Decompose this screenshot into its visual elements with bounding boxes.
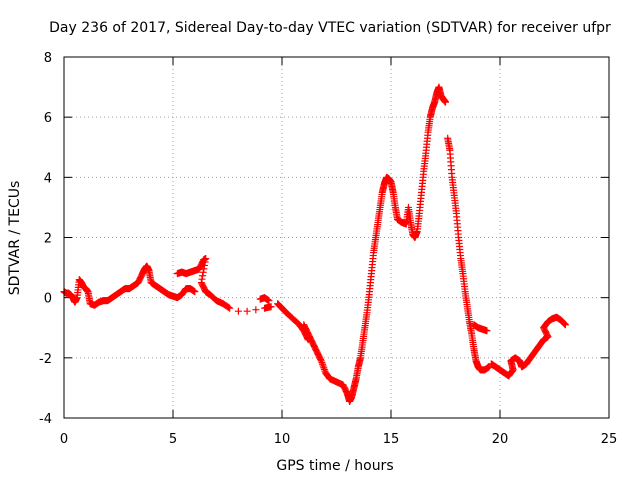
x-tick-label: 25	[601, 432, 618, 447]
grid	[64, 57, 609, 418]
x-tick-label: 0	[60, 432, 68, 447]
data-point-dense	[319, 362, 327, 370]
x-tick-label: 20	[492, 432, 509, 447]
data-point-dense	[318, 360, 326, 368]
x-tick-label: 15	[383, 432, 400, 447]
y-tick-label: 4	[44, 171, 52, 186]
data-point	[252, 306, 260, 314]
data-point	[234, 307, 242, 315]
data-point-dense	[200, 261, 208, 269]
y-tick-label: -4	[39, 412, 52, 427]
data-point	[191, 288, 199, 296]
data-point	[202, 255, 210, 263]
y-tick-label: -2	[39, 352, 52, 367]
data-point	[317, 357, 325, 365]
x-tick-label: 10	[274, 432, 291, 447]
data-point	[243, 307, 251, 315]
y-tick-label: 8	[44, 51, 52, 66]
data-point-dense	[320, 364, 328, 372]
data-point-dense	[560, 319, 568, 327]
data-point-dense	[199, 272, 207, 280]
y-tick-label: 6	[44, 111, 52, 126]
data-point-dense	[225, 304, 233, 312]
y-tick-label: 2	[44, 232, 52, 247]
chart-title: Day 236 of 2017, Sidereal Day-to-day VTE…	[49, 20, 611, 36]
data-point-dense	[201, 258, 209, 266]
data-point	[226, 304, 234, 312]
data-point	[265, 297, 273, 305]
data-point	[442, 98, 449, 106]
data-point-dense	[318, 359, 326, 367]
plot-frame	[63, 56, 610, 419]
y-axis-label: SDTVAR / TECUs	[7, 181, 23, 296]
data-point	[267, 303, 275, 311]
data-point-dense	[561, 320, 569, 328]
data-series	[60, 83, 569, 405]
data-point	[561, 321, 569, 329]
data-point-dense	[317, 356, 325, 364]
data-point-dense	[200, 265, 208, 273]
data-point	[483, 327, 491, 335]
x-tick-label: 5	[169, 432, 177, 447]
data-point-dense	[199, 268, 207, 276]
x-axis-label: GPS time / hours	[276, 458, 393, 474]
y-tick-label: 0	[44, 292, 52, 307]
data-point-dense	[320, 365, 328, 373]
